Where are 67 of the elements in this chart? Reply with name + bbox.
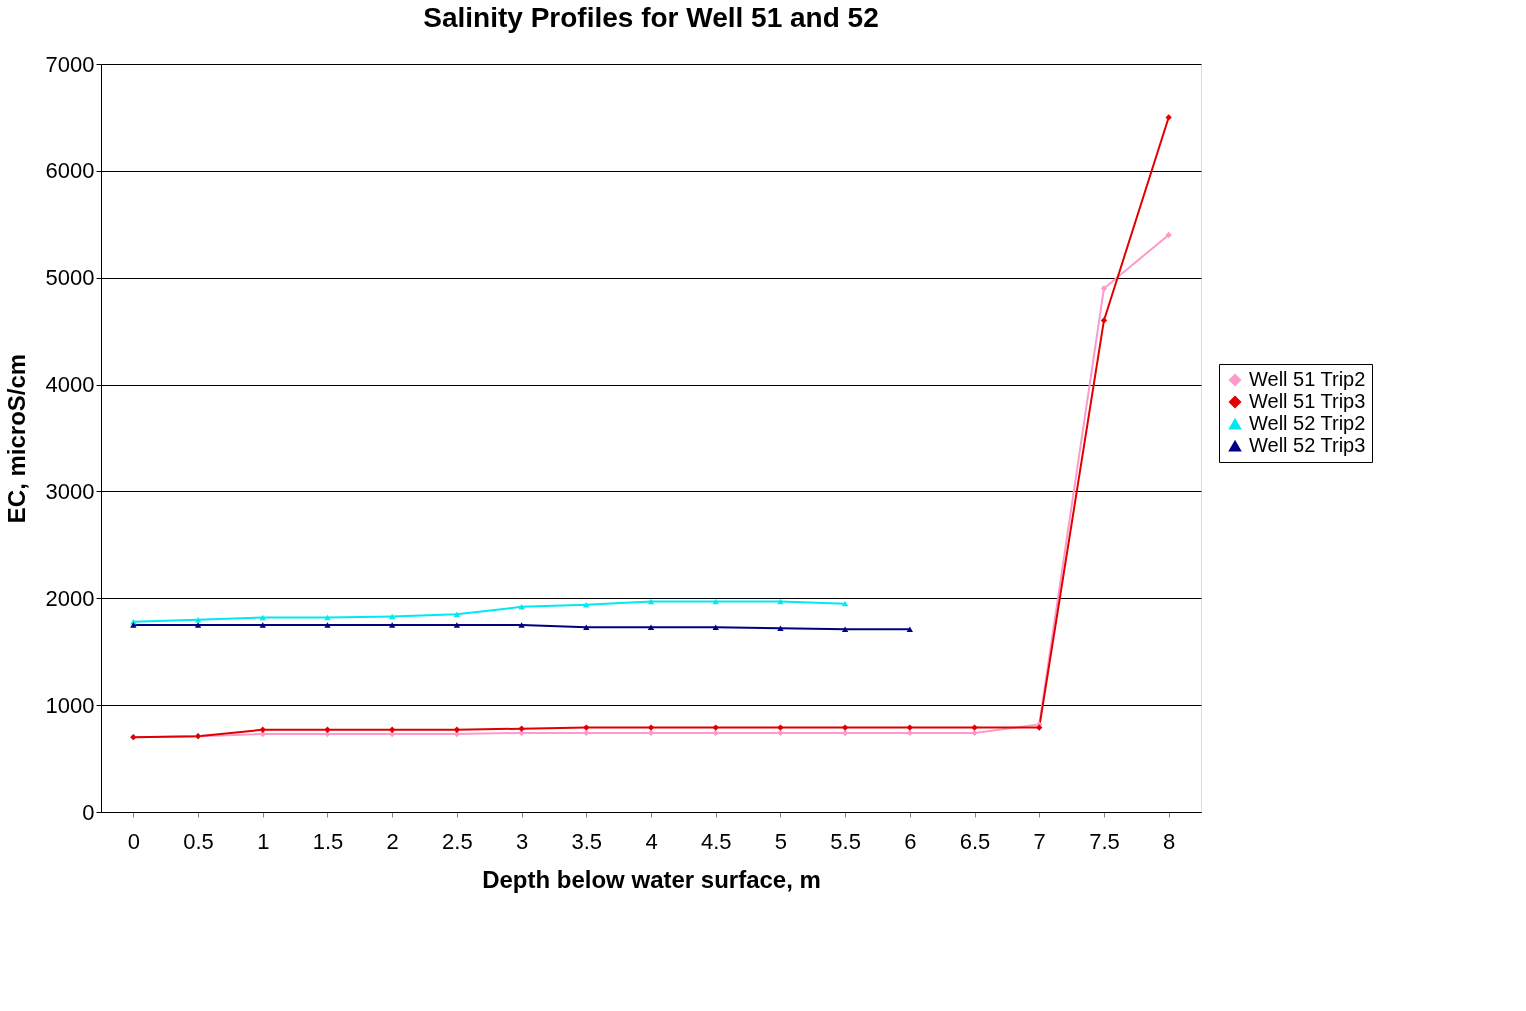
point <box>777 724 784 731</box>
x-tick-label: 7 <box>1033 828 1046 854</box>
y-tick-label: 3000 <box>45 478 95 504</box>
point <box>712 724 719 731</box>
point <box>518 725 525 732</box>
y-tick-label: 4000 <box>45 372 95 398</box>
point <box>453 622 461 628</box>
point <box>389 726 396 733</box>
point <box>712 624 719 630</box>
legend-label: Well 52 Trip2 <box>1249 412 1366 434</box>
point <box>324 622 331 628</box>
point <box>259 622 266 628</box>
x-tick-label: 7.5 <box>1089 828 1120 854</box>
y-tick-label: 5000 <box>45 265 95 291</box>
point <box>647 598 655 605</box>
point <box>777 598 784 605</box>
point <box>841 626 849 633</box>
x-tick-label: 5.5 <box>830 828 861 854</box>
chart-title: Salinity Profiles for Well 51 and 52 <box>423 2 879 33</box>
x-tick-label: 6.5 <box>959 828 991 854</box>
point <box>194 622 202 628</box>
point <box>324 726 331 733</box>
point <box>1100 317 1108 324</box>
point <box>647 724 655 731</box>
point <box>324 614 331 621</box>
x-tick-label: 4 <box>645 828 658 854</box>
legend-label: Well 51 Trip2 <box>1249 368 1366 390</box>
point <box>1165 231 1172 239</box>
legend-label: Well 51 Trip3 <box>1249 390 1366 412</box>
point <box>453 611 461 618</box>
x-tick-label: 3 <box>515 828 529 854</box>
point <box>453 726 461 733</box>
point <box>841 724 849 731</box>
x-axis-title: Depth below water surface, m <box>482 865 821 893</box>
y-tick-label: 7000 <box>45 51 95 77</box>
point <box>389 622 396 628</box>
x-tick-label: 8 <box>1163 828 1176 854</box>
point <box>777 625 784 631</box>
x-tick-label: 4.5 <box>700 828 732 854</box>
legend-label: Well 52 Trip3 <box>1249 434 1366 456</box>
point <box>906 626 913 633</box>
point <box>906 724 913 731</box>
x-tick-label: 2 <box>386 828 399 854</box>
point <box>259 726 266 733</box>
x-tick-label: 0.5 <box>183 828 214 854</box>
y-tick-label: 0 <box>82 799 95 825</box>
point <box>647 624 655 630</box>
x-tick-label: 5 <box>774 828 788 854</box>
x-tick-label: 0 <box>127 828 140 854</box>
point <box>1100 285 1108 292</box>
point <box>518 604 525 610</box>
y-axis-title: EC, microS/cm <box>2 353 30 524</box>
y-tick-label: 6000 <box>45 158 95 184</box>
point <box>971 724 978 731</box>
point <box>1165 114 1172 121</box>
x-tick-label: 6 <box>904 828 917 854</box>
x-tick-label: 3.5 <box>571 828 603 854</box>
point <box>389 613 396 620</box>
point <box>583 624 590 630</box>
x-tick-label: 2.5 <box>442 828 473 854</box>
y-tick-label: 1000 <box>45 692 95 718</box>
y-tick-label: 2000 <box>45 585 95 611</box>
x-tick-label: 1.5 <box>312 828 344 854</box>
x-tick-label: 1 <box>257 828 270 854</box>
point <box>906 729 913 737</box>
point <box>583 724 590 731</box>
point <box>518 622 525 628</box>
